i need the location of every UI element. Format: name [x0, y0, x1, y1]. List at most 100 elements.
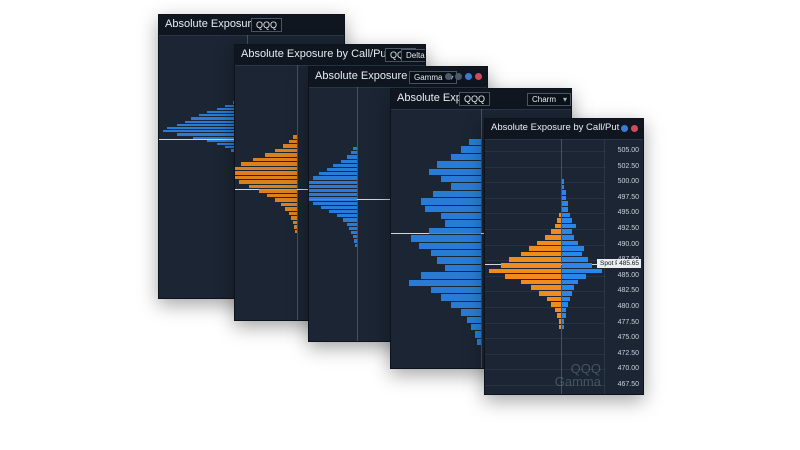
price-tick: 492.50: [617, 225, 639, 232]
close-icon[interactable]: [475, 73, 482, 80]
window-titlebar[interactable]: Absolute Exposure by Call/Put QQQ Delta: [235, 45, 425, 66]
price-tick: 490.00: [617, 240, 639, 248]
exposure-bar: [469, 139, 481, 146]
exposure-bar: [309, 184, 357, 188]
help-icon[interactable]: [465, 73, 472, 80]
exposure-bar: [281, 202, 297, 206]
exposure-chart: [235, 65, 425, 320]
price-tick: 475.00: [617, 334, 639, 342]
gridline: [485, 369, 605, 371]
price-tick: 497.50: [617, 193, 639, 201]
window-titlebar[interactable]: Absolute Exposure QQQ Charm: [391, 89, 571, 110]
exposure-bar: [467, 316, 481, 323]
exposure-chart: [391, 109, 571, 368]
exposure-bar: [441, 294, 481, 301]
exposure-bar: [471, 324, 481, 331]
exposure-bar: [351, 231, 357, 235]
put-exposure-bar: [559, 319, 561, 324]
gridline: [485, 182, 605, 184]
metric-select[interactable]: Charm: [527, 93, 571, 106]
put-exposure-bar: [555, 307, 561, 313]
put-exposure-bar: [545, 235, 561, 240]
put-exposure-bar: [557, 218, 561, 223]
exposure-bar: [341, 159, 357, 163]
exposure-bar: [461, 309, 481, 316]
exposure-bar: [289, 211, 297, 215]
exposure-bar: [429, 168, 481, 175]
exposure-bar: [337, 214, 357, 218]
price-tick: 502.50: [617, 162, 639, 170]
gridline: [485, 353, 605, 355]
refresh-icon[interactable]: [445, 73, 452, 80]
exposure-bar: [421, 198, 481, 205]
exposure-bar: [265, 153, 297, 157]
call-exposure-bar: [562, 246, 584, 251]
exposure-bar: [353, 235, 357, 239]
call-exposure-bar: [562, 184, 564, 190]
exposure-bar: [433, 190, 481, 198]
gridline: [485, 244, 605, 246]
exposure-bar: [411, 235, 481, 242]
exposure-bar: [163, 130, 247, 133]
window-titlebar[interactable]: Absolute Exposure Gamma: [309, 67, 487, 88]
call-exposure-bar: [562, 190, 566, 195]
exposure-bar: [351, 151, 357, 155]
gridline: [485, 166, 605, 168]
minimize-icon[interactable]: [621, 125, 628, 132]
exposure-bar: [451, 183, 481, 190]
window-title: Absolute Exposure by Call/Put: [491, 122, 620, 133]
exposure-bar: [319, 172, 357, 176]
exposure-bar: [199, 114, 247, 117]
exposure-window-front[interactable]: Absolute Exposure by Call/Put 505.00 502.…: [484, 118, 644, 395]
exposure-bar: [349, 226, 357, 230]
exposure-bar: [275, 198, 297, 202]
exposure-bar: [289, 139, 297, 143]
ticker-input[interactable]: QQQ: [251, 18, 283, 32]
exposure-bar: [451, 153, 481, 161]
exposure-bar: [321, 205, 357, 209]
price-tick: 482.50: [617, 287, 639, 295]
ticker-input[interactable]: QQQ: [459, 92, 491, 106]
call-exposure-bar: [562, 279, 578, 285]
window-title: Absolute Exposure: [315, 70, 408, 82]
window-title: Absolute Exposure: [165, 18, 258, 30]
call-exposure-bar: [562, 179, 564, 184]
close-icon[interactable]: [631, 125, 638, 132]
exposure-bar: [239, 180, 297, 184]
exposure-bar: [425, 205, 481, 212]
window-titlebar[interactable]: Absolute Exposure by Call/Put: [485, 119, 643, 140]
call-exposure-bar: [562, 201, 568, 206]
exposure-bar: [309, 193, 357, 197]
window-title: Absolute Exposure by Call/Put: [241, 48, 390, 60]
call-exposure-bar: [562, 313, 566, 318]
exposure-bar: [329, 210, 357, 214]
call-exposure-bar: [562, 296, 570, 302]
exposure-bar: [461, 146, 481, 153]
spot-price-label: Spot Price: [597, 259, 633, 268]
exposure-bar: [445, 220, 481, 227]
exposure-bar: [347, 155, 357, 159]
exposure-bar: [207, 111, 247, 114]
exposure-bar: [309, 180, 357, 184]
price-tick: 505.00: [617, 147, 639, 154]
exposure-bar: [235, 175, 297, 179]
settings-icon[interactable]: [455, 73, 462, 80]
gridline: [485, 338, 605, 340]
exposure-bar: [421, 272, 481, 279]
metric-select[interactable]: Delta: [401, 49, 425, 62]
exposure-bar: [167, 127, 247, 130]
price-tick: 480.00: [617, 303, 639, 310]
call-exposure-bar: [562, 324, 564, 330]
gridline: [485, 307, 605, 308]
exposure-bar: [217, 143, 247, 146]
window-titlebar[interactable]: Absolute Exposure QQQ: [159, 15, 344, 36]
exposure-bar: [293, 135, 297, 139]
price-tick: 472.50: [617, 349, 639, 357]
exposure-bar: [185, 120, 247, 123]
put-exposure-bar: [557, 313, 561, 318]
exposure-bar: [253, 157, 297, 161]
exposure-bar: [295, 229, 297, 233]
exposure-bar: [193, 136, 247, 139]
exposure-bar: [429, 227, 481, 235]
exposure-bar: [291, 216, 297, 220]
